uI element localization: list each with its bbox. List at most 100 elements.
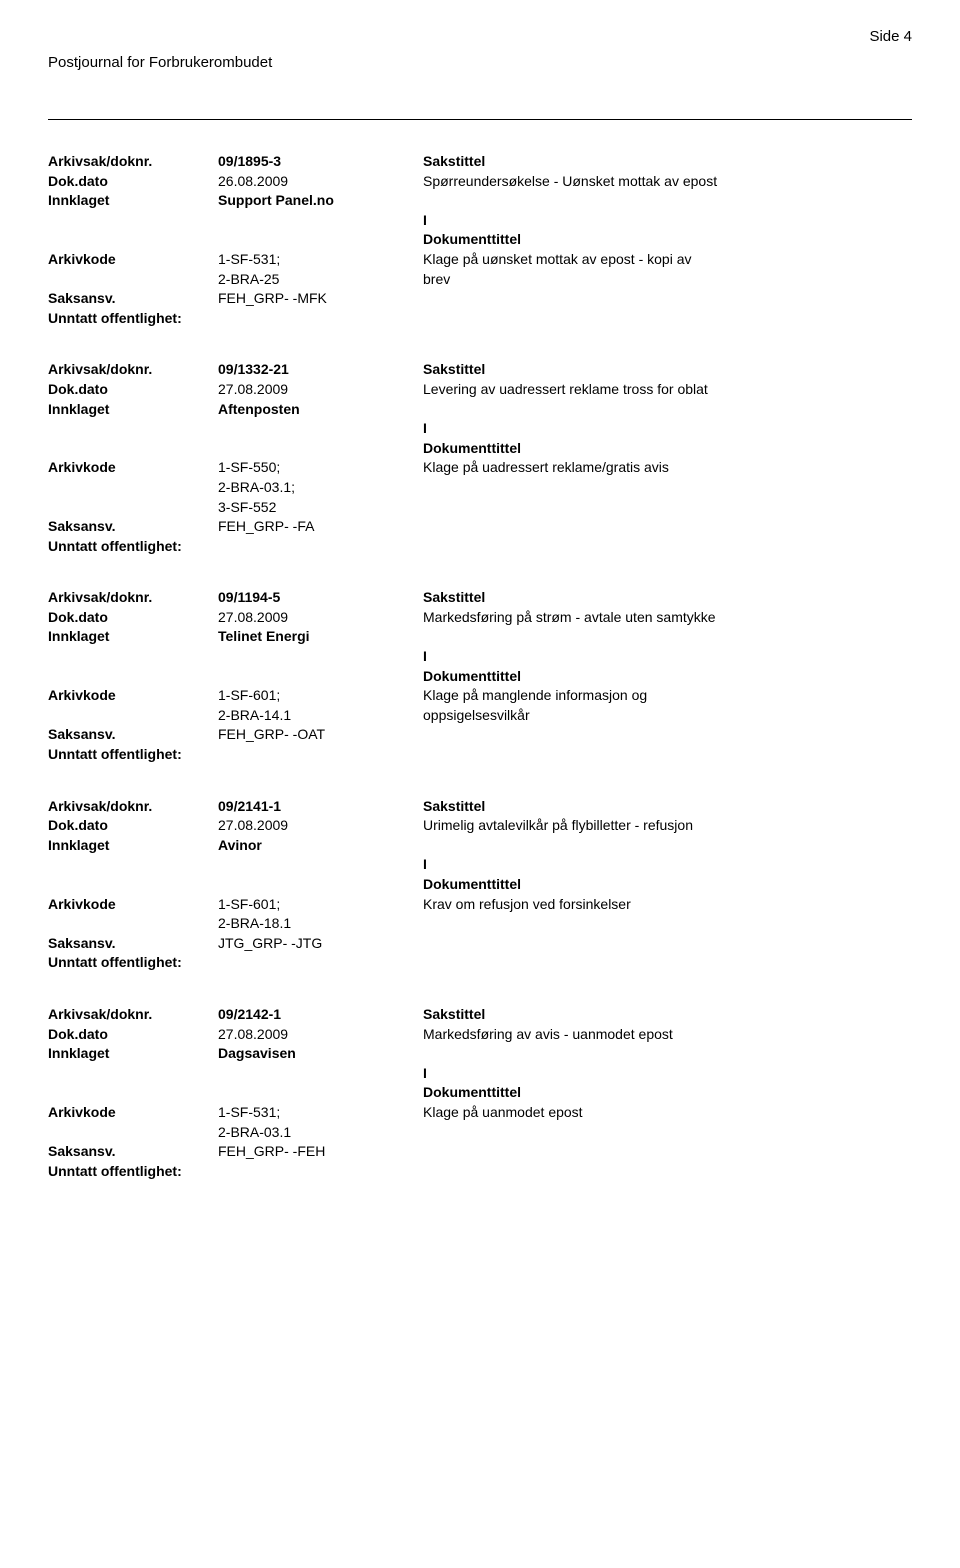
- unntatt-label: Unntatt offentlighet:: [48, 1162, 308, 1182]
- doc-title-label: Dokumenttittel: [423, 230, 912, 250]
- innklaget-label: Innklaget: [48, 1044, 218, 1064]
- innklaget-value: Support Panel.no: [218, 191, 423, 211]
- unntatt-label: Unntatt offentlighet:: [48, 953, 308, 973]
- arkivsak-value: 09/1895-3: [218, 152, 423, 172]
- page-number: Side 4: [869, 28, 912, 45]
- doc-flag: I: [423, 211, 912, 231]
- journal-record: Arkivsak/doknr.09/1332-21Sakstittel Dok.d…: [48, 360, 912, 556]
- arkivkode-label: [48, 498, 218, 518]
- doc-title-label: Dokumenttittel: [423, 1083, 912, 1103]
- journal-record: Arkivsak/doknr.09/2141-1Sakstittel Dok.da…: [48, 797, 912, 973]
- arkivsak-value: 09/2141-1: [218, 797, 423, 817]
- dokdato-label: Dok.dato: [48, 380, 218, 400]
- arkivkode-value: 3-SF-552: [218, 498, 423, 518]
- saksansv-value: FEH_GRP- -MFK: [218, 289, 423, 309]
- innklaget-value: Avinor: [218, 836, 423, 856]
- saksansv-label: Saksansv.: [48, 289, 218, 309]
- arkivsak-value: 09/1194-5: [218, 588, 423, 608]
- sakstittel-label: Sakstittel: [423, 588, 912, 608]
- arkivsak-label: Arkivsak/doknr.: [48, 1005, 218, 1025]
- saksansv-value: FEH_GRP- -FA: [218, 517, 423, 537]
- sakstittel-label: Sakstittel: [423, 152, 912, 172]
- journal-record: Arkivsak/doknr.09/1895-3Sakstittel Dok.da…: [48, 152, 912, 328]
- dokdato-value: 27.08.2009: [218, 608, 423, 628]
- dokdato-value: 27.08.2009: [218, 816, 423, 836]
- arkivkode-label: Arkivkode: [48, 250, 218, 270]
- saksansv-value: JTG_GRP- -JTG: [218, 934, 423, 954]
- arkivkode-desc: Klage på manglende informasjon og: [423, 686, 912, 706]
- innklaget-label: Innklaget: [48, 191, 218, 211]
- arkivkode-label: [48, 270, 218, 290]
- arkivkode-value: 1-SF-601;: [218, 895, 423, 915]
- saksansv-label: Saksansv.: [48, 934, 218, 954]
- saksansv-label: Saksansv.: [48, 1142, 218, 1162]
- arkivsak-label: Arkivsak/doknr.: [48, 152, 218, 172]
- journal-record: Arkivsak/doknr.09/2142-1Sakstittel Dok.da…: [48, 1005, 912, 1181]
- arkivkode-desc: oppsigelsesvilkår: [423, 706, 912, 726]
- dokdato-desc: Markedsføring av avis - uanmodet epost: [423, 1025, 912, 1045]
- unntatt-label: Unntatt offentlighet:: [48, 745, 308, 765]
- dokdato-value: 26.08.2009: [218, 172, 423, 192]
- dokdato-label: Dok.dato: [48, 1025, 218, 1045]
- sakstittel-label: Sakstittel: [423, 360, 912, 380]
- unntatt-label: Unntatt offentlighet:: [48, 537, 308, 557]
- arkivkode-desc: [423, 478, 912, 498]
- arkivkode-value: 2-BRA-18.1: [218, 914, 423, 934]
- saksansv-value: FEH_GRP- -OAT: [218, 725, 423, 745]
- arkivsak-label: Arkivsak/doknr.: [48, 797, 218, 817]
- arkivkode-label: [48, 1123, 218, 1143]
- arkivkode-value: 1-SF-601;: [218, 686, 423, 706]
- arkivkode-label: Arkivkode: [48, 895, 218, 915]
- arkivkode-label: Arkivkode: [48, 1103, 218, 1123]
- dokdato-label: Dok.dato: [48, 172, 218, 192]
- innklaget-label: Innklaget: [48, 627, 218, 647]
- arkivsak-value: 09/1332-21: [218, 360, 423, 380]
- dokdato-desc: Levering av uadressert reklame tross for…: [423, 380, 912, 400]
- arkivkode-value: 2-BRA-14.1: [218, 706, 423, 726]
- doc-title-label: Dokumenttittel: [423, 667, 912, 687]
- unntatt-label: Unntatt offentlighet:: [48, 309, 308, 329]
- arkivkode-label: Arkivkode: [48, 458, 218, 478]
- arkivkode-desc: [423, 914, 912, 934]
- arkivsak-label: Arkivsak/doknr.: [48, 360, 218, 380]
- doc-flag: I: [423, 1064, 912, 1084]
- arkivkode-value: 2-BRA-03.1;: [218, 478, 423, 498]
- arkivkode-desc: [423, 498, 912, 518]
- arkivkode-value: 2-BRA-25: [218, 270, 423, 290]
- doc-flag: I: [423, 647, 912, 667]
- arkivkode-value: 1-SF-531;: [218, 1103, 423, 1123]
- arkivkode-label: Arkivkode: [48, 686, 218, 706]
- arkivkode-label: [48, 478, 218, 498]
- arkivkode-label: [48, 706, 218, 726]
- arkivkode-value: 2-BRA-03.1: [218, 1123, 423, 1143]
- doc-flag: I: [423, 419, 912, 439]
- doc-flag: I: [423, 855, 912, 875]
- dokdato-label: Dok.dato: [48, 816, 218, 836]
- dokdato-label: Dok.dato: [48, 608, 218, 628]
- page-header: Postjournal for Forbrukerombudet Side 4: [48, 28, 912, 71]
- saksansv-label: Saksansv.: [48, 517, 218, 537]
- sakstittel-label: Sakstittel: [423, 797, 912, 817]
- arkivkode-desc: Klage på uadressert reklame/gratis avis: [423, 458, 912, 478]
- saksansv-label: Saksansv.: [48, 725, 218, 745]
- arkivkode-desc: Krav om refusjon ved forsinkelser: [423, 895, 912, 915]
- dokdato-value: 27.08.2009: [218, 1025, 423, 1045]
- sakstittel-label: Sakstittel: [423, 1005, 912, 1025]
- arkivsak-label: Arkivsak/doknr.: [48, 588, 218, 608]
- dokdato-desc: Markedsføring på strøm - avtale uten sam…: [423, 608, 912, 628]
- dokdato-desc: Spørreundersøkelse - Uønsket mottak av e…: [423, 172, 912, 192]
- doc-title-label: Dokumenttittel: [423, 875, 912, 895]
- arkivkode-desc: Klage på uønsket mottak av epost - kopi …: [423, 250, 912, 270]
- arkivkode-label: [48, 914, 218, 934]
- arkivkode-value: 1-SF-531;: [218, 250, 423, 270]
- innklaget-value: Dagsavisen: [218, 1044, 423, 1064]
- innklaget-label: Innklaget: [48, 836, 218, 856]
- innklaget-label: Innklaget: [48, 400, 218, 420]
- doc-title-label: Dokumenttittel: [423, 439, 912, 459]
- arkivkode-desc: brev: [423, 270, 912, 290]
- header-title: Postjournal for Forbrukerombudet: [48, 54, 272, 71]
- dokdato-desc: Urimelig avtalevilkår på flybilletter - …: [423, 816, 912, 836]
- arkivkode-desc: [423, 1123, 912, 1143]
- header-divider: [48, 119, 912, 120]
- arkivsak-value: 09/2142-1: [218, 1005, 423, 1025]
